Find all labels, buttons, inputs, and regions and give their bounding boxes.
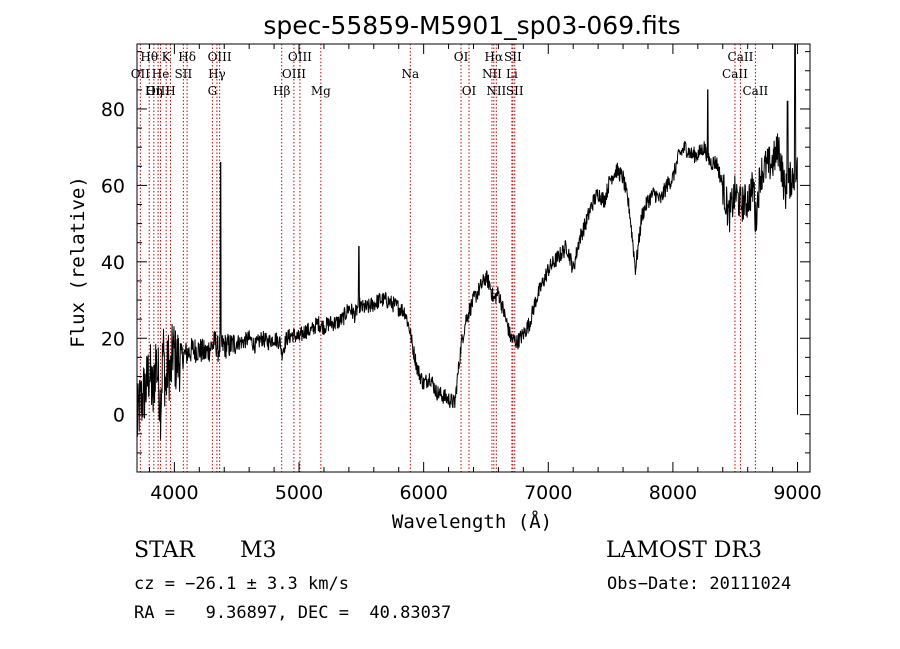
object-subclass: M3 <box>240 538 277 563</box>
line-marker-label: OIII <box>282 67 306 81</box>
chart-title: spec-55859-M5901_sp03-069.fits <box>263 11 680 40</box>
line-marker-label: OIII <box>208 50 232 64</box>
x-tick-label: 5000 <box>275 482 323 504</box>
y-axis-ticks: 0 20 40 60 80 <box>101 51 810 454</box>
line-marker-label: OI <box>454 50 469 64</box>
x-tick-label: 6000 <box>399 482 447 504</box>
x-tick-label: 7000 <box>524 482 572 504</box>
line-marker-label: Hγ <box>208 67 226 81</box>
line-marker-label: Na <box>401 67 419 81</box>
line-marker-label: Hη <box>145 84 163 98</box>
y-tick-label: 60 <box>101 175 125 197</box>
x-tick-label: 8000 <box>649 482 697 504</box>
line-marker-label: He <box>152 67 170 81</box>
line-marker-label: OIII <box>288 50 312 64</box>
plot-frame <box>136 43 811 473</box>
line-marker-label: OII <box>131 67 151 81</box>
redshift-velocity: cz = −26.1 ± 3.3 km/s <box>134 574 349 594</box>
line-marker-label: CaII <box>722 67 748 81</box>
y-tick-label: 80 <box>101 99 125 121</box>
line-marker-label: NII <box>486 84 506 98</box>
x-tick-label: 4000 <box>150 482 198 504</box>
line-marker-label: CaII <box>728 50 754 64</box>
object-class: STAR <box>134 538 195 563</box>
line-marker-label: H <box>165 84 175 98</box>
line-marker-label: Hδ <box>178 50 196 64</box>
x-axis-ticks: 4000 5000 6000 7000 8000 9000 <box>148 44 822 504</box>
coordinates: RA = 9.36897, DEC = 40.83037 <box>134 603 452 623</box>
y-tick-label: 20 <box>101 328 125 350</box>
line-marker-label: CaII <box>742 84 768 98</box>
line-marker-label: K <box>162 50 172 64</box>
line-marker-label: OIII <box>146 84 170 98</box>
survey-name: LAMOST DR3 <box>606 538 762 563</box>
line-marker-label: OI <box>462 84 477 98</box>
line-marker-label: Mg <box>311 84 331 98</box>
line-marker-label: Li <box>506 67 518 81</box>
line-marker-label: Hα <box>485 50 504 64</box>
y-tick-label: 0 <box>113 405 125 427</box>
line-marker-label: SII <box>504 50 522 64</box>
line-marker-label: SII <box>506 84 524 98</box>
line-marker-label: SII <box>175 67 193 81</box>
spectrum-line <box>136 43 798 440</box>
y-axis-label: Flux (relative) <box>67 176 89 348</box>
x-tick-label: 9000 <box>773 482 821 504</box>
line-marker-label: Hθ <box>140 50 158 64</box>
line-marker-label: G <box>208 84 218 98</box>
line-marker-label: NII <box>482 67 502 81</box>
observation-date: Obs−Date: 20111024 <box>607 574 792 594</box>
line-markers <box>139 44 756 472</box>
line-marker-label: Hβ <box>273 84 290 98</box>
y-tick-label: 40 <box>101 252 125 274</box>
x-axis-label: Wavelength (Å) <box>392 510 552 533</box>
